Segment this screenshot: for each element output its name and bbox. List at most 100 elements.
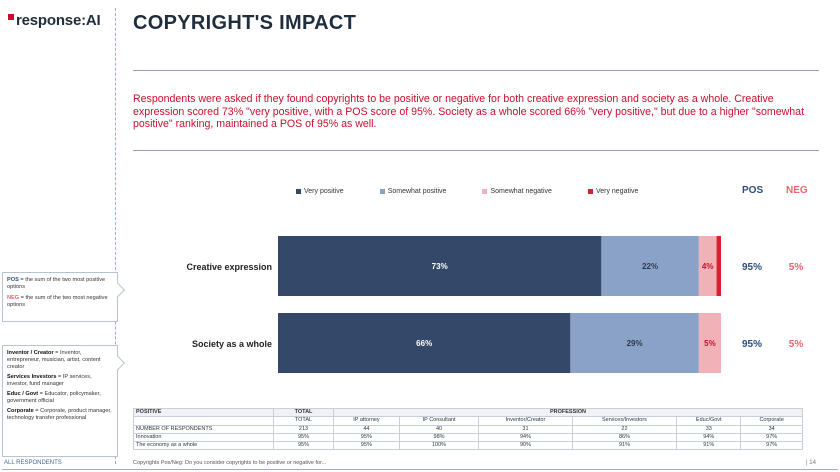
definition-text: = IP services, investor, fund manager xyxy=(7,374,92,387)
logo-text: response:AI xyxy=(16,12,101,29)
definition-term: Services Investors xyxy=(7,374,57,380)
table-cell: 33 xyxy=(676,424,742,434)
definition-text: = Corporate, product manager, technology… xyxy=(7,408,112,421)
neg-value: 5% xyxy=(789,339,804,350)
table-header-positive: POSITIVE xyxy=(133,407,274,418)
table-header-cell: TOTAL xyxy=(273,416,334,426)
data-label: 5% xyxy=(704,339,716,348)
neg-text: = the sum of the two most negative optio… xyxy=(7,295,108,308)
legend-swatch-icon xyxy=(379,189,385,194)
data-label: 4% xyxy=(702,262,714,271)
bar-segment xyxy=(601,236,699,296)
table-cell: 91% xyxy=(676,441,742,451)
table-subheader-row: TOTAL IP attorney IP Consultant Inventor… xyxy=(133,416,803,426)
legend-label: Somewhat positive xyxy=(387,188,447,195)
pos-neg-definition-box: POS = the sum of the two most positive o… xyxy=(2,272,126,322)
legend-item-somewhat-negative: Somewhat negative xyxy=(482,188,552,195)
summary-rule xyxy=(133,150,819,151)
legend-item-somewhat-positive: Somewhat positive xyxy=(379,188,447,195)
profession-table: POSITIVE TOTAL PROFESSION TOTAL IP attor… xyxy=(133,407,803,451)
table-row: NUMBER OF RESPONDENTS 213 44 40 31 22 33… xyxy=(133,424,803,434)
pos-header: POS xyxy=(742,185,764,196)
table-header-total: TOTAL xyxy=(273,407,334,418)
legend-label: Somewhat negative xyxy=(490,188,552,195)
table-header-cell: Corporate xyxy=(740,416,803,426)
legend-item-very-positive: Very positive xyxy=(296,188,344,195)
table-cell: 22 xyxy=(571,424,678,434)
definition-term: Inventor / Creator xyxy=(7,350,54,356)
table-cell: 95% xyxy=(273,441,334,451)
definition-term: Corporate xyxy=(7,408,34,414)
summary-text: Respondents were asked if they found cop… xyxy=(133,93,805,130)
pos-definition: POS = the sum of the two most positive o… xyxy=(7,277,113,291)
table-cell: 31 xyxy=(478,424,573,434)
table-header-cell: IP Consultant xyxy=(398,416,480,426)
table-cell: 90% xyxy=(478,441,573,451)
bar-segment xyxy=(278,236,602,296)
footer-audience: ALL RESPONDENTS xyxy=(4,460,62,466)
data-label: 22% xyxy=(642,262,658,271)
definition-corporate: Corporate = Corporate, product manager, … xyxy=(7,408,113,422)
neg-term: NEG xyxy=(7,295,20,301)
definition-term: Educ / Govt xyxy=(7,391,39,397)
definition-text: = Inventor, entrepreneur, musician, arti… xyxy=(7,350,101,370)
table-header-row: POSITIVE TOTAL PROFESSION xyxy=(133,407,803,418)
pos-value: 95% xyxy=(742,339,762,350)
table-cell: 94% xyxy=(676,432,742,443)
definition-educ: Educ / Govt = Educator, policymaker, gov… xyxy=(7,391,113,405)
table-cell: 34 xyxy=(740,424,803,434)
brand-logo: response:AI xyxy=(8,12,101,29)
bar-segment xyxy=(698,236,717,296)
page-title: COPYRIGHT'S IMPACT xyxy=(133,12,357,34)
table-cell: 98% xyxy=(398,432,480,443)
definition-text: = Educator, policymaker, government offi… xyxy=(7,391,101,404)
bar-segment xyxy=(698,313,721,373)
bar-segment xyxy=(278,313,571,373)
pos-text: = the sum of the two most positive optio… xyxy=(7,277,106,290)
legend-swatch-icon xyxy=(482,189,488,194)
table-cell: 97% xyxy=(740,432,803,443)
neg-definition: NEG = the sum of the two most negative o… xyxy=(7,295,113,309)
sidebar-divider xyxy=(115,8,116,464)
table-cell: 94% xyxy=(478,432,573,443)
table-row-label: The economy as a whole xyxy=(133,441,274,451)
definition-inventor: Inventor / Creator = Inventor, entrepren… xyxy=(7,350,113,371)
chart-legend: Very positive Somewhat positive Somewhat… xyxy=(296,188,674,195)
title-rule xyxy=(133,70,819,71)
stacked-bar-chart: Creative expression 73% 22% 4% 95% 5% Society … xyxy=(186,236,804,373)
table-header-cell xyxy=(133,416,274,426)
category-label: Society as a whole xyxy=(192,339,272,349)
table-cell: 86% xyxy=(571,432,678,443)
data-label: 29% xyxy=(627,339,643,348)
category-label: Creative expression xyxy=(186,262,272,272)
footer-page-number: | 14 xyxy=(806,460,816,466)
profession-definition-box: Inventor / Creator = Inventor, entrepren… xyxy=(2,345,126,457)
data-label: 66% xyxy=(416,339,432,348)
table-row: The economy as a whole 95% 95% 100% 90% … xyxy=(133,441,803,451)
bar-segment xyxy=(716,236,721,296)
legend-label: Very positive xyxy=(304,188,344,195)
table-cell: 95% xyxy=(333,432,400,443)
legend-swatch-icon xyxy=(587,189,593,194)
neg-value: 5% xyxy=(789,262,804,273)
neg-header: NEG xyxy=(786,185,808,196)
definition-services: Services Investors = IP services, invest… xyxy=(7,374,113,388)
legend-swatch-icon xyxy=(296,189,301,194)
logo-mark-icon xyxy=(8,14,14,20)
table-header-cell: Inventor/Creator xyxy=(478,416,573,426)
footer-rule xyxy=(2,469,838,470)
legend-item-very-negative: Very negative xyxy=(587,188,638,195)
table-cell: 44 xyxy=(333,424,400,434)
table-row-label: Innovation xyxy=(133,432,274,443)
table-row: Innovation 95% 95% 98% 94% 86% 94% 97% xyxy=(133,432,803,443)
table-cell: 95% xyxy=(333,441,400,451)
table-header-profession: PROFESSION xyxy=(333,407,803,418)
data-label: 73% xyxy=(432,262,448,271)
table-header-cell: Educ/Govt xyxy=(676,416,742,426)
table-header-cell: IP attorney xyxy=(333,416,400,426)
bar-segment xyxy=(570,313,699,373)
table-cell: 97% xyxy=(740,441,803,451)
footer-question: Copyrights Pos/Neg: Do you consider copy… xyxy=(133,460,327,466)
table-cell: 100% xyxy=(398,441,480,451)
table-row-label: NUMBER OF RESPONDENTS xyxy=(133,424,274,434)
